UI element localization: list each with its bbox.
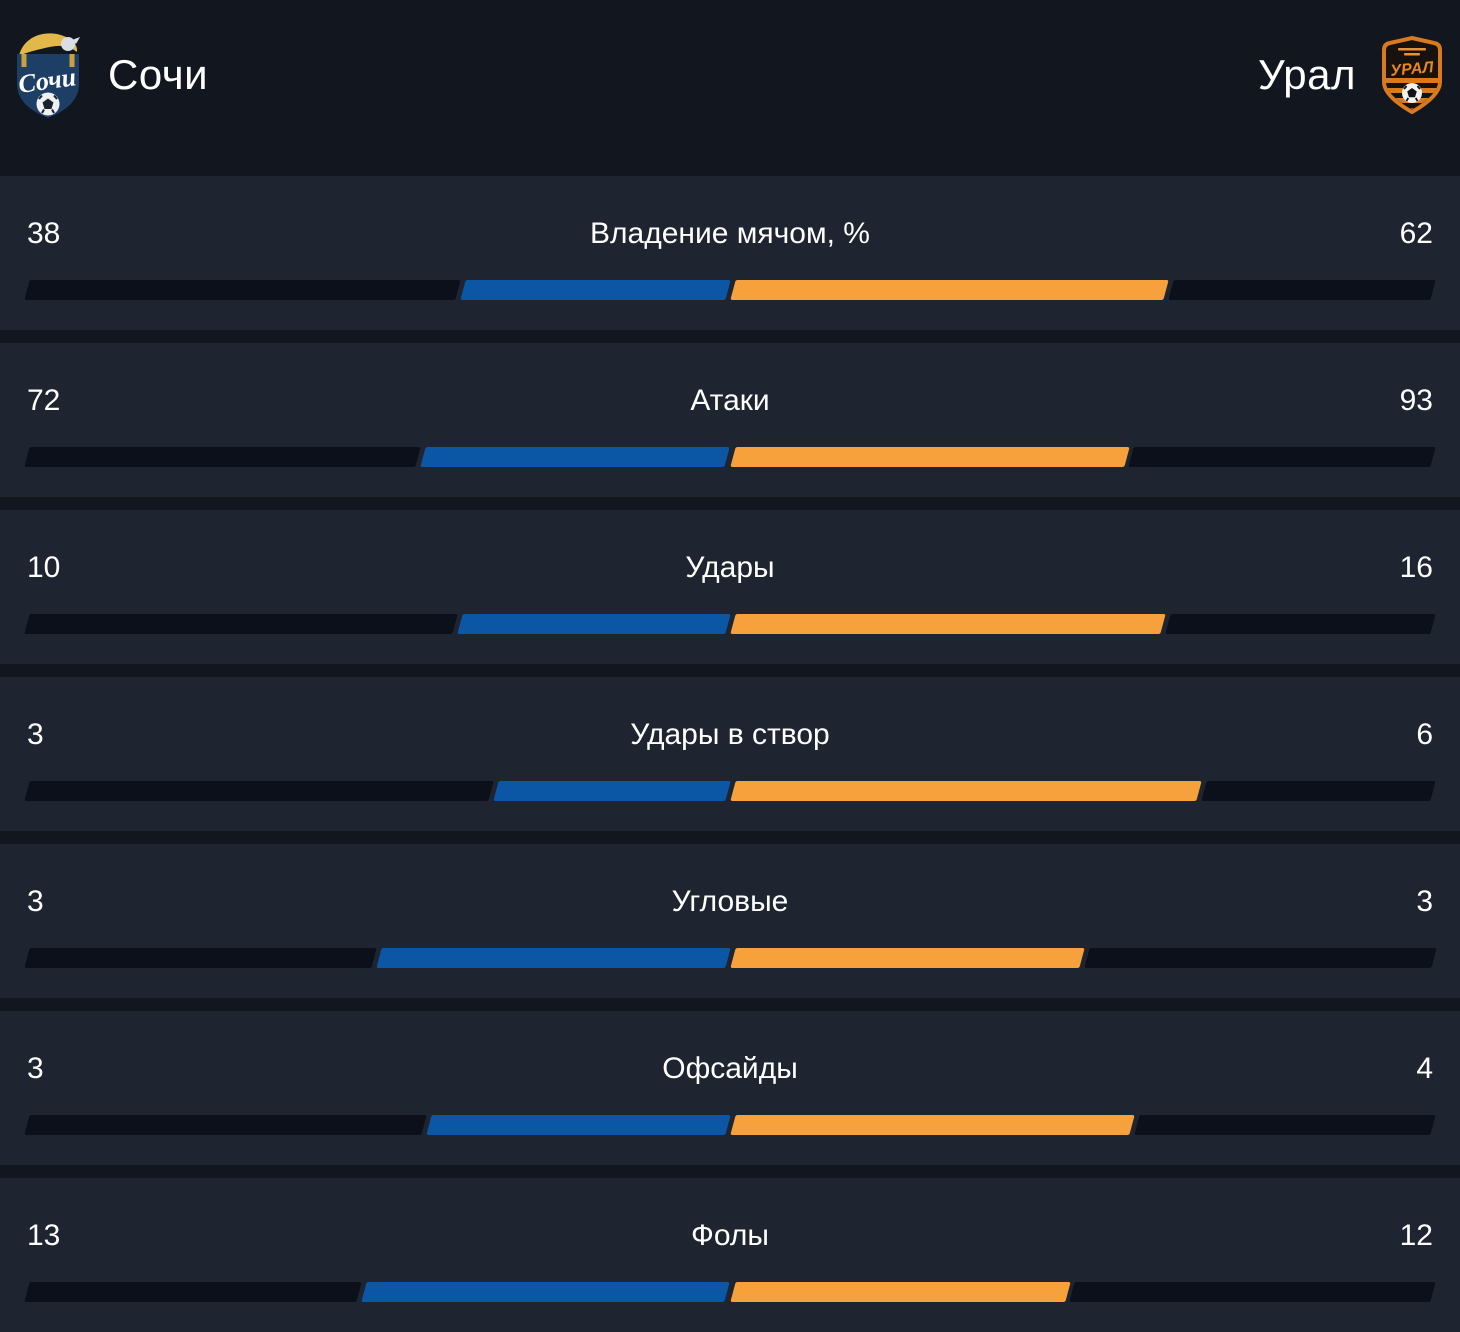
bar-empty-left [24,614,458,634]
stat-label: Удары [685,551,775,584]
away-value: 3 [1416,885,1433,918]
bar-empty-right [1069,1282,1436,1302]
bar-empty-right [1200,781,1436,801]
bar-away-fill [729,1282,1071,1302]
away-value: 93 [1399,384,1433,417]
stat-row-shots: 10 Удары 16 [0,510,1460,664]
stat-bar [24,280,1436,300]
bar-empty-left [24,1282,363,1302]
bar-home-fill [361,1282,731,1302]
bar-away-fill [729,614,1166,634]
bar-home-fill [426,1115,731,1135]
bar-home-fill [420,447,731,467]
bar-empty-right [1128,447,1436,467]
bar-away-fill [729,781,1202,801]
away-value: 12 [1399,1219,1433,1252]
home-value: 72 [27,384,61,417]
bar-away-fill [729,948,1085,968]
stat-row-shots-on-target: 3 Удары в створ 6 [0,677,1460,831]
away-value: 6 [1416,718,1433,751]
stat-label: Атаки [690,384,770,417]
stat-label: Владение мячом, % [590,217,870,250]
bar-empty-left [24,1115,427,1135]
stat-row-corners: 3 Угловые 3 [0,844,1460,998]
stat-bar [24,447,1436,467]
stat-label: Фолы [691,1219,769,1252]
bar-empty-left [24,781,494,801]
home-team-header[interactable]: Сочи Сочи [12,29,208,121]
ural-crest-icon: УРАЛ [1382,36,1442,114]
stat-bar [24,1115,1436,1135]
bar-away-fill [729,1115,1135,1135]
home-value: 3 [27,885,44,918]
bar-empty-left [24,280,461,300]
home-value: 13 [27,1219,61,1252]
bar-home-fill [375,948,731,968]
bar-home-fill [460,280,731,300]
away-value: 4 [1416,1052,1433,1085]
stat-bar [24,614,1436,634]
bar-home-fill [492,781,731,801]
bar-home-fill [456,614,731,634]
bar-empty-left [24,948,377,968]
bar-empty-right [1168,280,1436,300]
svg-text:УРАЛ: УРАЛ [1390,59,1436,80]
stat-row-possession: 38 Владение мячом, % 62 [0,176,1460,330]
stat-label: Офсайды [662,1052,798,1085]
bar-empty-right [1164,614,1436,634]
match-stats-list: 38 Владение мячом, % 62 72 Атаки 93 10 У… [0,176,1460,1332]
match-header: Сочи Сочи Урал УРАЛ [0,0,1460,176]
home-value: 3 [27,1052,44,1085]
stat-row-fouls: 13 Фолы 12 [0,1178,1460,1332]
stat-label: Удары в створ [630,718,830,751]
away-team-name: Урал [1257,51,1356,98]
home-team-name: Сочи [108,51,209,98]
away-team-header[interactable]: Урал УРАЛ [1258,36,1444,114]
stat-label: Угловые [671,885,789,918]
bar-empty-left [24,447,421,467]
away-value: 16 [1399,551,1433,584]
stat-row-offsides: 3 Офсайды 4 [0,1011,1460,1165]
stat-bar [24,781,1436,801]
home-value: 10 [27,551,61,584]
stat-bar [24,1282,1436,1302]
bar-empty-right [1134,1115,1436,1135]
stat-row-attacks: 72 Атаки 93 [0,343,1460,497]
bar-away-fill [729,280,1169,300]
away-value: 62 [1399,217,1433,250]
home-value: 3 [27,718,44,751]
bar-empty-right [1083,948,1436,968]
bar-away-fill [729,447,1129,467]
sochi-crest-icon: Сочи [16,33,80,118]
home-value: 38 [27,217,61,250]
stat-bar [24,948,1436,968]
